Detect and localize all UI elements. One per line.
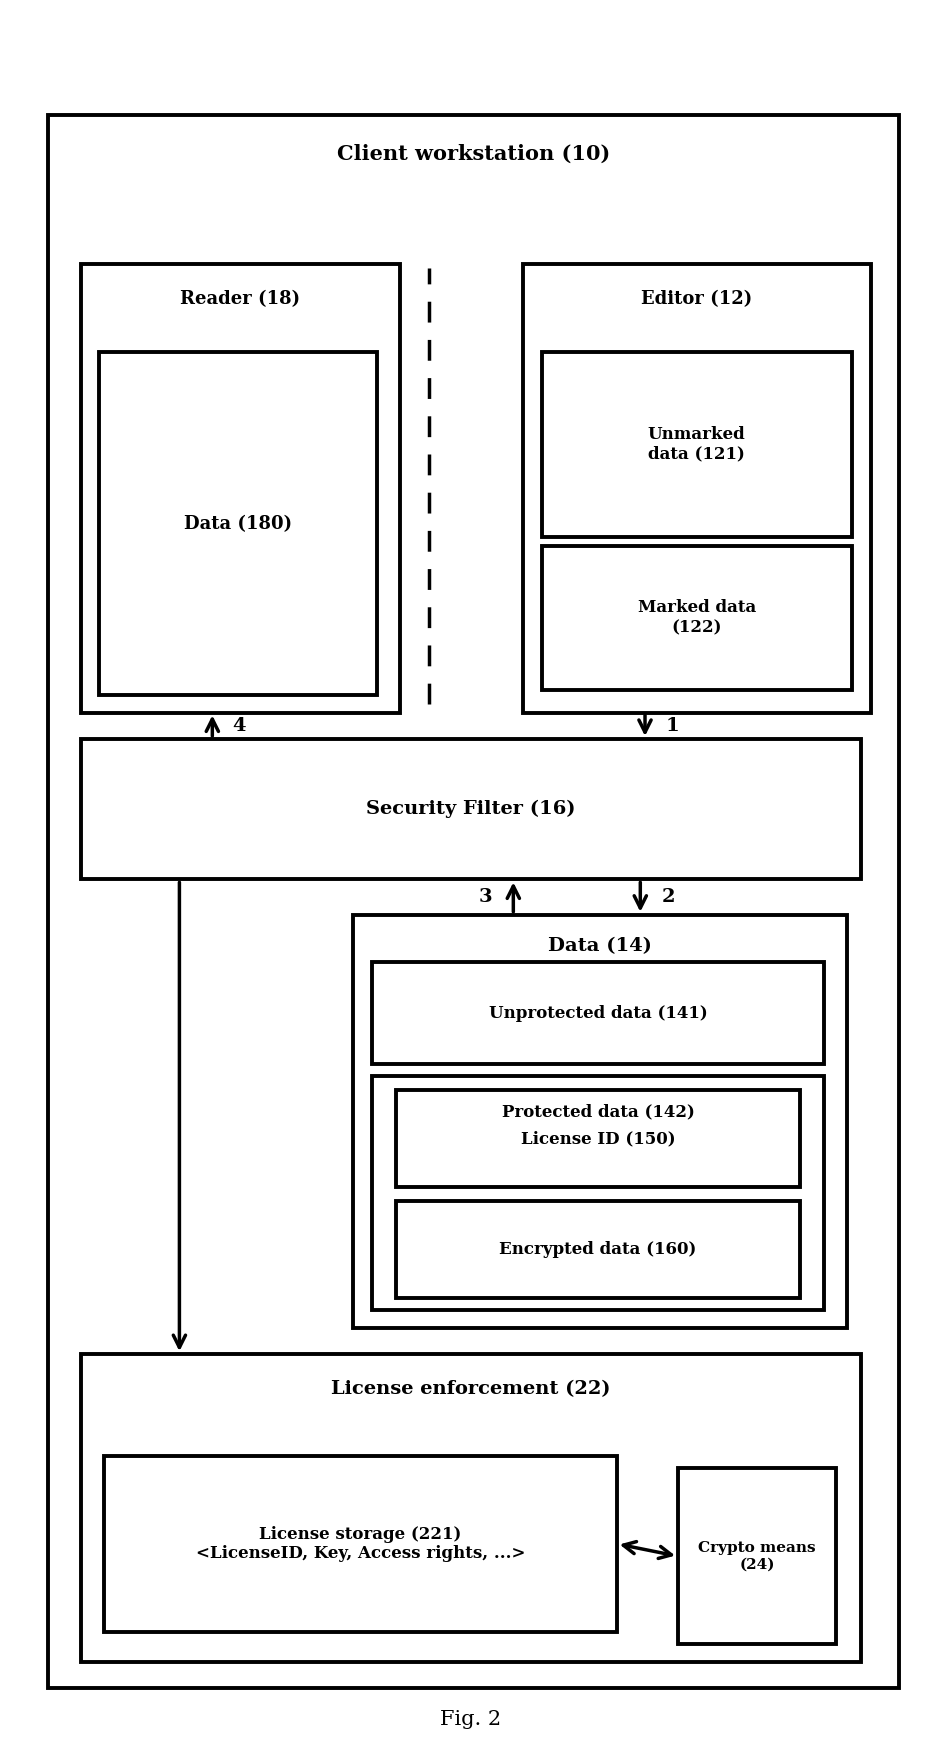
Text: Security Filter (16): Security Filter (16) <box>366 800 576 818</box>
Text: Data (14): Data (14) <box>548 938 652 955</box>
Text: 2: 2 <box>662 888 675 906</box>
Bar <box>372 1077 823 1310</box>
Bar <box>542 545 852 690</box>
Bar <box>81 264 400 712</box>
Bar <box>48 114 899 1689</box>
Text: Unprotected data (141): Unprotected data (141) <box>489 1004 707 1022</box>
Text: Encrypted data (160): Encrypted data (160) <box>499 1242 697 1258</box>
Text: Reader (18): Reader (18) <box>181 290 300 308</box>
Text: Protected data (142): Protected data (142) <box>501 1103 694 1120</box>
Text: License ID (150): License ID (150) <box>521 1131 675 1147</box>
Bar <box>523 264 870 712</box>
Bar <box>81 739 861 880</box>
Text: 3: 3 <box>479 888 492 906</box>
Text: Data (180): Data (180) <box>184 515 292 533</box>
Bar <box>542 352 852 536</box>
Text: License enforcement (22): License enforcement (22) <box>332 1381 610 1398</box>
Bar <box>353 915 847 1328</box>
Text: Fig. 2: Fig. 2 <box>441 1710 501 1729</box>
Text: 4: 4 <box>232 716 246 735</box>
Bar <box>678 1469 836 1645</box>
Text: 1: 1 <box>665 716 679 735</box>
Bar <box>105 1456 617 1632</box>
Bar <box>100 352 377 695</box>
Text: License storage (221)
<LicenseID, Key, Access rights, ...>: License storage (221) <LicenseID, Key, A… <box>196 1525 526 1562</box>
Bar <box>372 962 823 1064</box>
Text: Marked data
(122): Marked data (122) <box>638 600 755 637</box>
Text: Client workstation (10): Client workstation (10) <box>336 144 610 164</box>
Bar <box>81 1354 861 1662</box>
Bar <box>396 1201 800 1298</box>
Text: Crypto means
(24): Crypto means (24) <box>698 1541 816 1571</box>
Text: Editor (12): Editor (12) <box>642 290 753 308</box>
Bar <box>396 1091 800 1187</box>
Text: Unmarked
data (121): Unmarked data (121) <box>648 426 746 463</box>
